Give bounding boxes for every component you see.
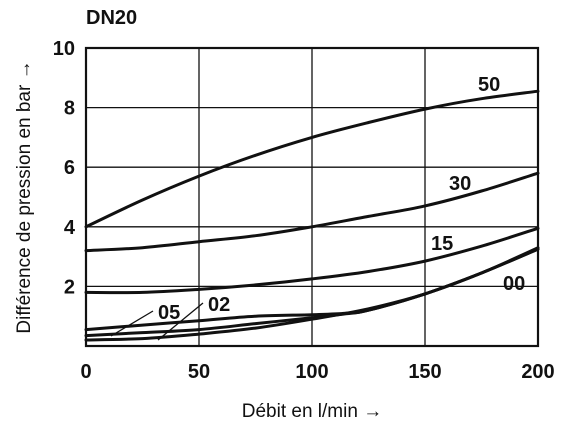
series-line-50 xyxy=(84,89,540,229)
y-tick-label-3: 8 xyxy=(64,98,75,120)
grid xyxy=(86,48,538,346)
series-labels: 50 30 15 05 02 00 xyxy=(158,74,525,324)
y-tick-label-0: 2 xyxy=(64,276,75,298)
chart-title: DN20 xyxy=(86,7,137,29)
series-label-05: 05 xyxy=(158,302,180,324)
x-tick-label-2: 100 xyxy=(295,361,328,383)
x-tick-labels: 0 50 100 150 200 xyxy=(80,361,554,383)
x-tick-label-1: 50 xyxy=(188,361,210,383)
label-leaders xyxy=(110,302,204,341)
x-tick-label-4: 200 xyxy=(521,361,554,383)
y-tick-label-1: 4 xyxy=(64,217,76,239)
plot-frame xyxy=(84,46,540,348)
curves xyxy=(84,89,540,342)
series-line-00 xyxy=(84,246,540,342)
x-tick-label-3: 150 xyxy=(408,361,441,383)
series-line-15 xyxy=(84,226,540,295)
series-line-30 xyxy=(84,171,540,253)
y-tick-label-2: 6 xyxy=(64,157,75,179)
leader-line-05 xyxy=(110,310,154,337)
series-label-02: 02 xyxy=(208,294,230,316)
series-label-30: 30 xyxy=(449,173,471,195)
x-axis-label: Débit en l/min → xyxy=(242,401,382,422)
y-axis-label: Différence de pression en bar → xyxy=(14,60,35,333)
leader-line-02 xyxy=(157,302,204,341)
series-label-50: 50 xyxy=(478,74,500,96)
y-tick-label-4: 10 xyxy=(53,38,75,60)
x-tick-label-0: 0 xyxy=(80,361,91,383)
series-label-15: 15 xyxy=(431,233,453,255)
y-tick-labels: 2 4 6 8 10 xyxy=(53,38,76,298)
series-label-00: 00 xyxy=(503,273,525,295)
